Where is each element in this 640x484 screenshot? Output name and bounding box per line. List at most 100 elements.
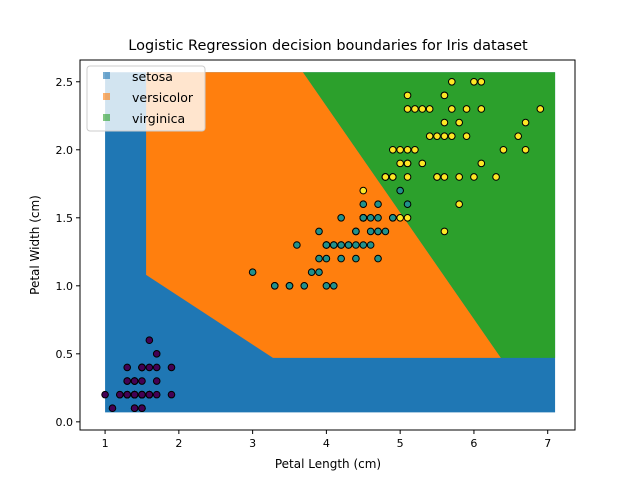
point-versicolor	[270, 282, 279, 290]
point-versicolor	[322, 241, 331, 249]
legend-label-versicolor: versicolor	[132, 90, 194, 105]
point-versicolor	[337, 213, 345, 222]
point-setosa	[152, 390, 161, 399]
x-tick-label: 1	[102, 437, 109, 450]
point-versicolor	[374, 200, 382, 208]
point-virginica	[381, 173, 390, 181]
point-virginica	[477, 77, 486, 86]
point-virginica	[440, 132, 449, 140]
x-tick-label: 7	[544, 437, 551, 450]
point-setosa	[138, 363, 146, 372]
point-versicolor	[359, 200, 368, 208]
point-virginica	[470, 173, 478, 181]
region-versicolor	[146, 72, 501, 358]
point-setosa	[123, 377, 132, 385]
point-virginica	[433, 132, 441, 140]
point-setosa	[116, 390, 124, 399]
point-setosa	[101, 390, 109, 399]
point-versicolor	[337, 241, 345, 249]
point-virginica	[396, 145, 404, 154]
point-versicolor	[300, 282, 309, 290]
point-virginica	[396, 159, 404, 168]
point-versicolor	[248, 268, 257, 277]
point-versicolor	[344, 241, 353, 249]
point-setosa	[167, 390, 176, 399]
legend-label-virginica: virginica	[132, 111, 185, 126]
point-versicolor	[329, 282, 338, 290]
point-versicolor	[403, 200, 412, 208]
axes-frame	[79, 59, 576, 431]
point-virginica	[477, 105, 486, 113]
x-tick-label: 2	[175, 437, 182, 450]
legend-box	[86, 65, 206, 132]
point-virginica	[418, 105, 427, 113]
point-versicolor	[366, 227, 375, 236]
point-setosa	[145, 363, 154, 372]
point-virginica	[388, 145, 397, 154]
legend-marker-versicolor	[103, 93, 110, 100]
point-setosa	[138, 390, 146, 399]
point-versicolor	[307, 268, 316, 277]
y-tick-label: 0.5	[56, 348, 74, 361]
x-tick-label: 4	[323, 437, 330, 450]
point-versicolor	[337, 254, 345, 263]
y-tick-label: 1.0	[56, 280, 74, 293]
point-versicolor	[315, 268, 323, 277]
point-virginica	[492, 173, 500, 181]
data-points	[101, 77, 545, 413]
point-virginica	[462, 132, 471, 140]
point-virginica	[403, 213, 412, 222]
point-versicolor	[374, 213, 382, 222]
point-setosa	[108, 404, 117, 413]
point-versicolor	[322, 254, 331, 263]
point-virginica	[403, 91, 412, 100]
point-versicolor	[315, 227, 323, 236]
point-setosa	[145, 390, 154, 399]
point-virginica	[536, 105, 545, 113]
point-versicolor	[352, 254, 360, 263]
point-virginica	[388, 173, 397, 181]
point-virginica	[440, 173, 449, 181]
point-virginica	[470, 77, 478, 86]
point-setosa	[123, 363, 132, 372]
point-versicolor	[352, 241, 360, 249]
point-versicolor	[374, 254, 382, 263]
point-virginica	[403, 173, 412, 181]
legend-label-setosa: setosa	[132, 69, 173, 84]
point-versicolor	[322, 282, 331, 290]
point-versicolor	[285, 282, 294, 290]
x-tick-label: 5	[397, 437, 404, 450]
point-virginica	[433, 173, 441, 181]
point-setosa	[130, 390, 139, 399]
x-axis-label: Petal Length (cm)	[275, 457, 381, 471]
point-virginica	[448, 105, 456, 113]
point-virginica	[455, 173, 463, 181]
point-setosa	[138, 377, 146, 385]
point-virginica	[403, 145, 412, 154]
point-virginica	[514, 132, 522, 140]
point-setosa	[130, 404, 139, 413]
point-virginica	[425, 132, 434, 140]
point-virginica	[359, 186, 368, 195]
point-setosa	[145, 336, 154, 345]
point-versicolor	[293, 241, 301, 249]
point-versicolor	[374, 227, 382, 236]
y-tick-label: 2.5	[56, 76, 74, 89]
x-tick-label: 6	[470, 437, 477, 450]
point-versicolor	[359, 213, 368, 222]
point-virginica	[403, 159, 412, 168]
x-ticks: 1 2 3 4 5 6 7	[102, 430, 551, 450]
point-virginica	[418, 159, 427, 168]
y-tick-label: 1.5	[56, 212, 74, 225]
point-virginica	[440, 91, 449, 100]
point-versicolor	[366, 213, 375, 222]
point-setosa	[167, 363, 176, 372]
point-setosa	[152, 350, 161, 358]
point-versicolor	[352, 227, 360, 236]
point-versicolor	[388, 213, 397, 222]
point-setosa	[152, 377, 161, 385]
point-virginica	[440, 227, 449, 236]
point-virginica	[411, 105, 419, 113]
legend-marker-virginica	[103, 114, 110, 121]
